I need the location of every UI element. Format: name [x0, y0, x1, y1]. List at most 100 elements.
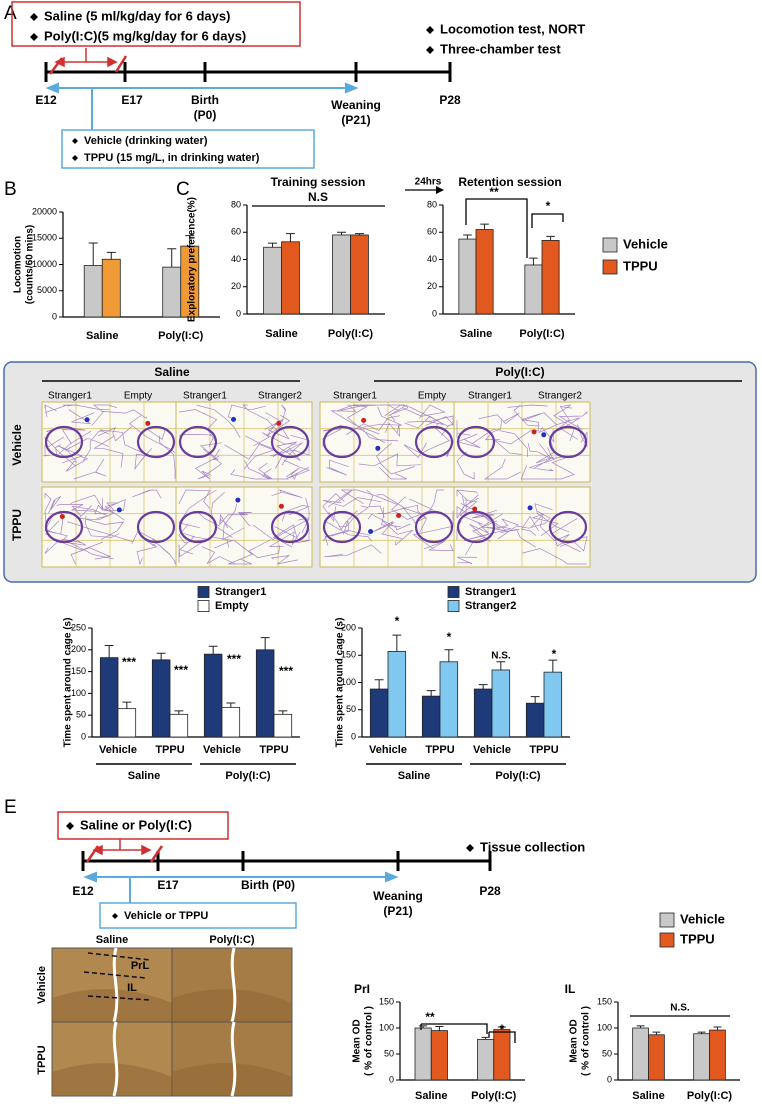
error-bar: [496, 661, 506, 670]
y-axis-label: Time spent around cage (s): [63, 618, 74, 748]
animal-dot: [375, 445, 381, 451]
timeline-ticks: [44, 62, 452, 82]
y-tick-label: 15000: [32, 233, 57, 243]
cage-trace: [270, 510, 310, 544]
legend-label: Vehicle: [680, 911, 725, 926]
error-bar: [548, 659, 558, 673]
panel-label: A: [4, 3, 17, 24]
legend-swatch: [602, 237, 618, 253]
bar: [491, 669, 511, 738]
time-label: E12: [35, 93, 57, 107]
error-bar: [546, 235, 555, 241]
cage-trace: [178, 425, 218, 459]
group-label: Saline: [154, 365, 190, 379]
chart-title: IL: [565, 982, 576, 996]
y-tick-label: 80: [231, 199, 241, 209]
animal-dot: [368, 528, 374, 534]
error-bar: [392, 634, 402, 652]
drinking-text: Vehicle or TPPU: [124, 910, 208, 922]
y-axis-label: (counts/60 mins): [25, 225, 36, 304]
bar: [101, 258, 121, 318]
y-tick-label: 150: [341, 650, 356, 660]
cage-trace: [322, 510, 362, 544]
bar: [273, 713, 293, 738]
animal-dot: [231, 416, 237, 422]
bar: [648, 1034, 665, 1081]
row-label: TPPU: [10, 509, 24, 541]
row-label: Vehicle: [36, 966, 48, 1004]
error-bar: [435, 1025, 444, 1031]
tissue-shade: [52, 989, 172, 1022]
track-path: [456, 489, 588, 565]
legend-label: Stranger2: [465, 600, 516, 612]
bar: [421, 695, 441, 738]
y-tick-label: 50: [384, 1048, 394, 1058]
chamber-labels: Stranger1 Empty Stranger1 Stranger2 Stra…: [48, 391, 582, 402]
annotation: ***: [122, 655, 136, 669]
cage-trace: [270, 425, 310, 459]
midline: [112, 1021, 119, 1097]
drinking-text: TPPU (15 mg/L, in drinking water): [84, 152, 260, 164]
arrow-head: [141, 844, 152, 856]
track-path: [322, 489, 454, 558]
error-bar: [337, 231, 347, 235]
annotation: *: [546, 199, 551, 213]
bar: [151, 659, 171, 738]
y-tick-label: 60: [231, 227, 241, 237]
x-tick-label: Poly(I:C): [158, 330, 204, 342]
y-tick-label: 0: [52, 311, 57, 321]
error-bar: [444, 649, 454, 662]
y-tick-label: 250: [71, 622, 86, 632]
cage-trace: [414, 425, 454, 459]
y-tick-label: 0: [389, 1074, 394, 1084]
bullet: [426, 26, 434, 34]
time-label: P28: [439, 93, 461, 107]
y-tick-label: 20: [231, 281, 241, 291]
error-bar: [354, 233, 364, 235]
chart-title: Retention session: [458, 175, 561, 189]
time-label: E17: [157, 878, 179, 892]
error-bar: [374, 679, 384, 690]
bar: [430, 1030, 448, 1081]
treatment-text: Saline or Poly(I:C): [80, 817, 192, 832]
midline: [230, 947, 237, 1023]
y-tick-label: 150: [71, 666, 86, 676]
x-tick-label: Vehicle: [203, 744, 241, 756]
bar: [221, 706, 241, 738]
bullet: [426, 46, 434, 54]
annotation: ***: [174, 663, 188, 677]
bar: [99, 657, 119, 738]
error-bar: [463, 234, 472, 240]
y-axis-label: Time spent around cage (s): [335, 618, 346, 748]
legend-label: TPPU: [623, 258, 658, 273]
midline: [230, 1021, 237, 1097]
chamber-label: Stranger2: [538, 391, 582, 402]
bar: [473, 688, 493, 738]
bar: [350, 234, 369, 315]
bar: [263, 246, 282, 315]
panel-label: B: [4, 179, 17, 200]
animal-dot: [531, 429, 537, 435]
test-text: Tissue collection: [480, 839, 585, 854]
bar: [709, 1029, 726, 1081]
animal-dot: [276, 420, 282, 426]
bracket: [488, 1031, 516, 1043]
bar: [387, 651, 407, 738]
bar: [203, 653, 223, 738]
x-tick-label: Poly(I:C): [328, 328, 374, 340]
injection-mark: [114, 55, 128, 73]
cage-trace: [456, 425, 496, 459]
region-label: PrL: [131, 960, 150, 972]
tissue-shade: [172, 989, 292, 1022]
panel-label: C: [176, 179, 190, 200]
error-bar: [530, 696, 540, 704]
error-bar: [122, 701, 132, 709]
annotation: N.S.: [491, 651, 511, 662]
injection-mark: [149, 845, 164, 863]
group-label: Saline: [398, 770, 430, 782]
bar: [458, 238, 477, 315]
cage-trace: [548, 510, 588, 544]
cage-trace: [178, 510, 218, 544]
error-bar: [167, 248, 177, 268]
bullet: [112, 913, 118, 919]
